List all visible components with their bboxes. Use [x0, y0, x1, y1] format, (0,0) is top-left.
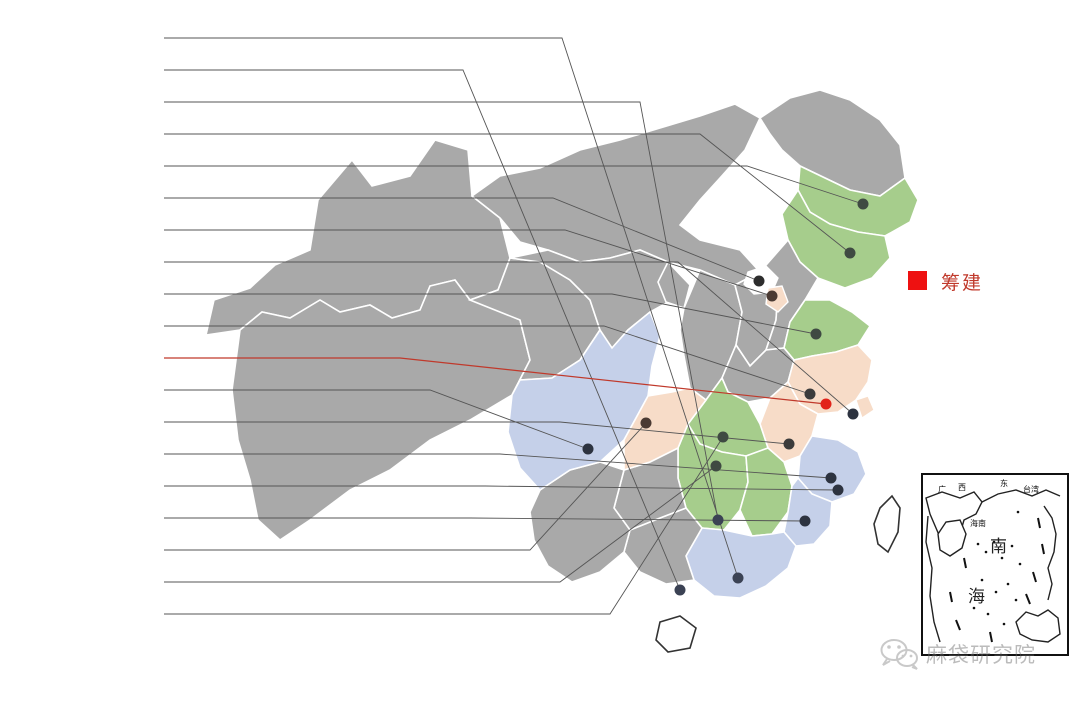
inset-borneo — [1015, 609, 1061, 643]
province-hainan — [655, 615, 697, 653]
leader-line — [164, 293, 817, 335]
province-guangdong — [685, 527, 797, 599]
city-dot — [582, 443, 594, 455]
inset-coast-north — [981, 489, 1061, 503]
leader-line — [164, 436, 724, 615]
inset-label-guangxi-1: 广 — [938, 485, 946, 494]
inset-hainan-shape — [937, 519, 967, 557]
province-shapes — [204, 89, 919, 653]
leader-line — [164, 261, 854, 415]
city-dot — [710, 460, 722, 472]
leader-line — [164, 37, 739, 579]
city-dot — [674, 584, 686, 596]
province-taiwan — [873, 494, 901, 554]
city-dot — [753, 275, 765, 287]
city-dot — [717, 431, 729, 443]
inset-label-hai: 海 — [968, 587, 986, 606]
city-dot — [847, 408, 859, 420]
legend-swatch-preparing — [908, 271, 927, 290]
bank-label-column: 梅州客商银行深圳前海微众银行江西裕民银行辽宁振兴银行吉林亿联银行北京中关村银行天… — [0, 0, 158, 710]
province-sichuan — [507, 310, 661, 492]
inset-coast-philippines — [1043, 505, 1057, 601]
leader-line — [164, 517, 806, 522]
legend-label-preparing: 筹建 — [941, 273, 984, 294]
inset-dash-line — [949, 517, 1045, 643]
inset-label-guangxi-2: 西 — [958, 483, 966, 492]
leader-line — [164, 421, 790, 445]
inset-label-hainan: 海南 — [970, 519, 986, 528]
city-dot — [810, 328, 822, 340]
city-dot — [857, 198, 869, 210]
inset-label-taiwan: 台湾 — [1023, 485, 1039, 494]
leader-line — [164, 69, 681, 591]
province-tibet — [231, 279, 531, 542]
watermark-text: 麻袋研究院 — [926, 644, 1036, 667]
city-dot — [832, 484, 844, 496]
inset-label-nan: 南 — [990, 537, 1008, 556]
leader-line — [164, 101, 719, 521]
leader-line — [164, 197, 760, 282]
leader-line — [164, 485, 839, 491]
leader-line — [164, 453, 832, 479]
leader-line — [164, 133, 851, 254]
wechat-icon — [880, 639, 918, 670]
city-dot — [820, 398, 832, 410]
city-dot — [783, 438, 795, 450]
leader-line — [164, 229, 773, 297]
province-heilongjiang — [758, 89, 906, 197]
city-dot — [640, 417, 652, 429]
city-dot — [844, 247, 856, 259]
leader-line — [164, 389, 589, 450]
leader-line — [164, 357, 827, 405]
city-dot — [804, 388, 816, 400]
city-dot — [712, 514, 724, 526]
city-dots — [582, 198, 869, 596]
inset-coast-indochina — [925, 515, 941, 643]
leader-line — [164, 165, 864, 205]
province-shanghai — [855, 395, 875, 419]
south-china-sea-inset — [921, 473, 1069, 656]
inset-islands — [972, 510, 1022, 626]
leader-line — [164, 325, 811, 395]
province-jiangxi — [739, 447, 793, 537]
inset-label-guangdong: 东 — [1000, 479, 1008, 488]
leader-lines — [164, 37, 864, 615]
watermark: 麻袋研究院 — [880, 638, 1036, 670]
city-dot — [732, 572, 744, 584]
city-dot — [825, 472, 837, 484]
leader-line — [164, 422, 647, 551]
city-dot — [766, 290, 778, 302]
leader-line — [164, 465, 717, 583]
city-dot — [799, 515, 811, 527]
